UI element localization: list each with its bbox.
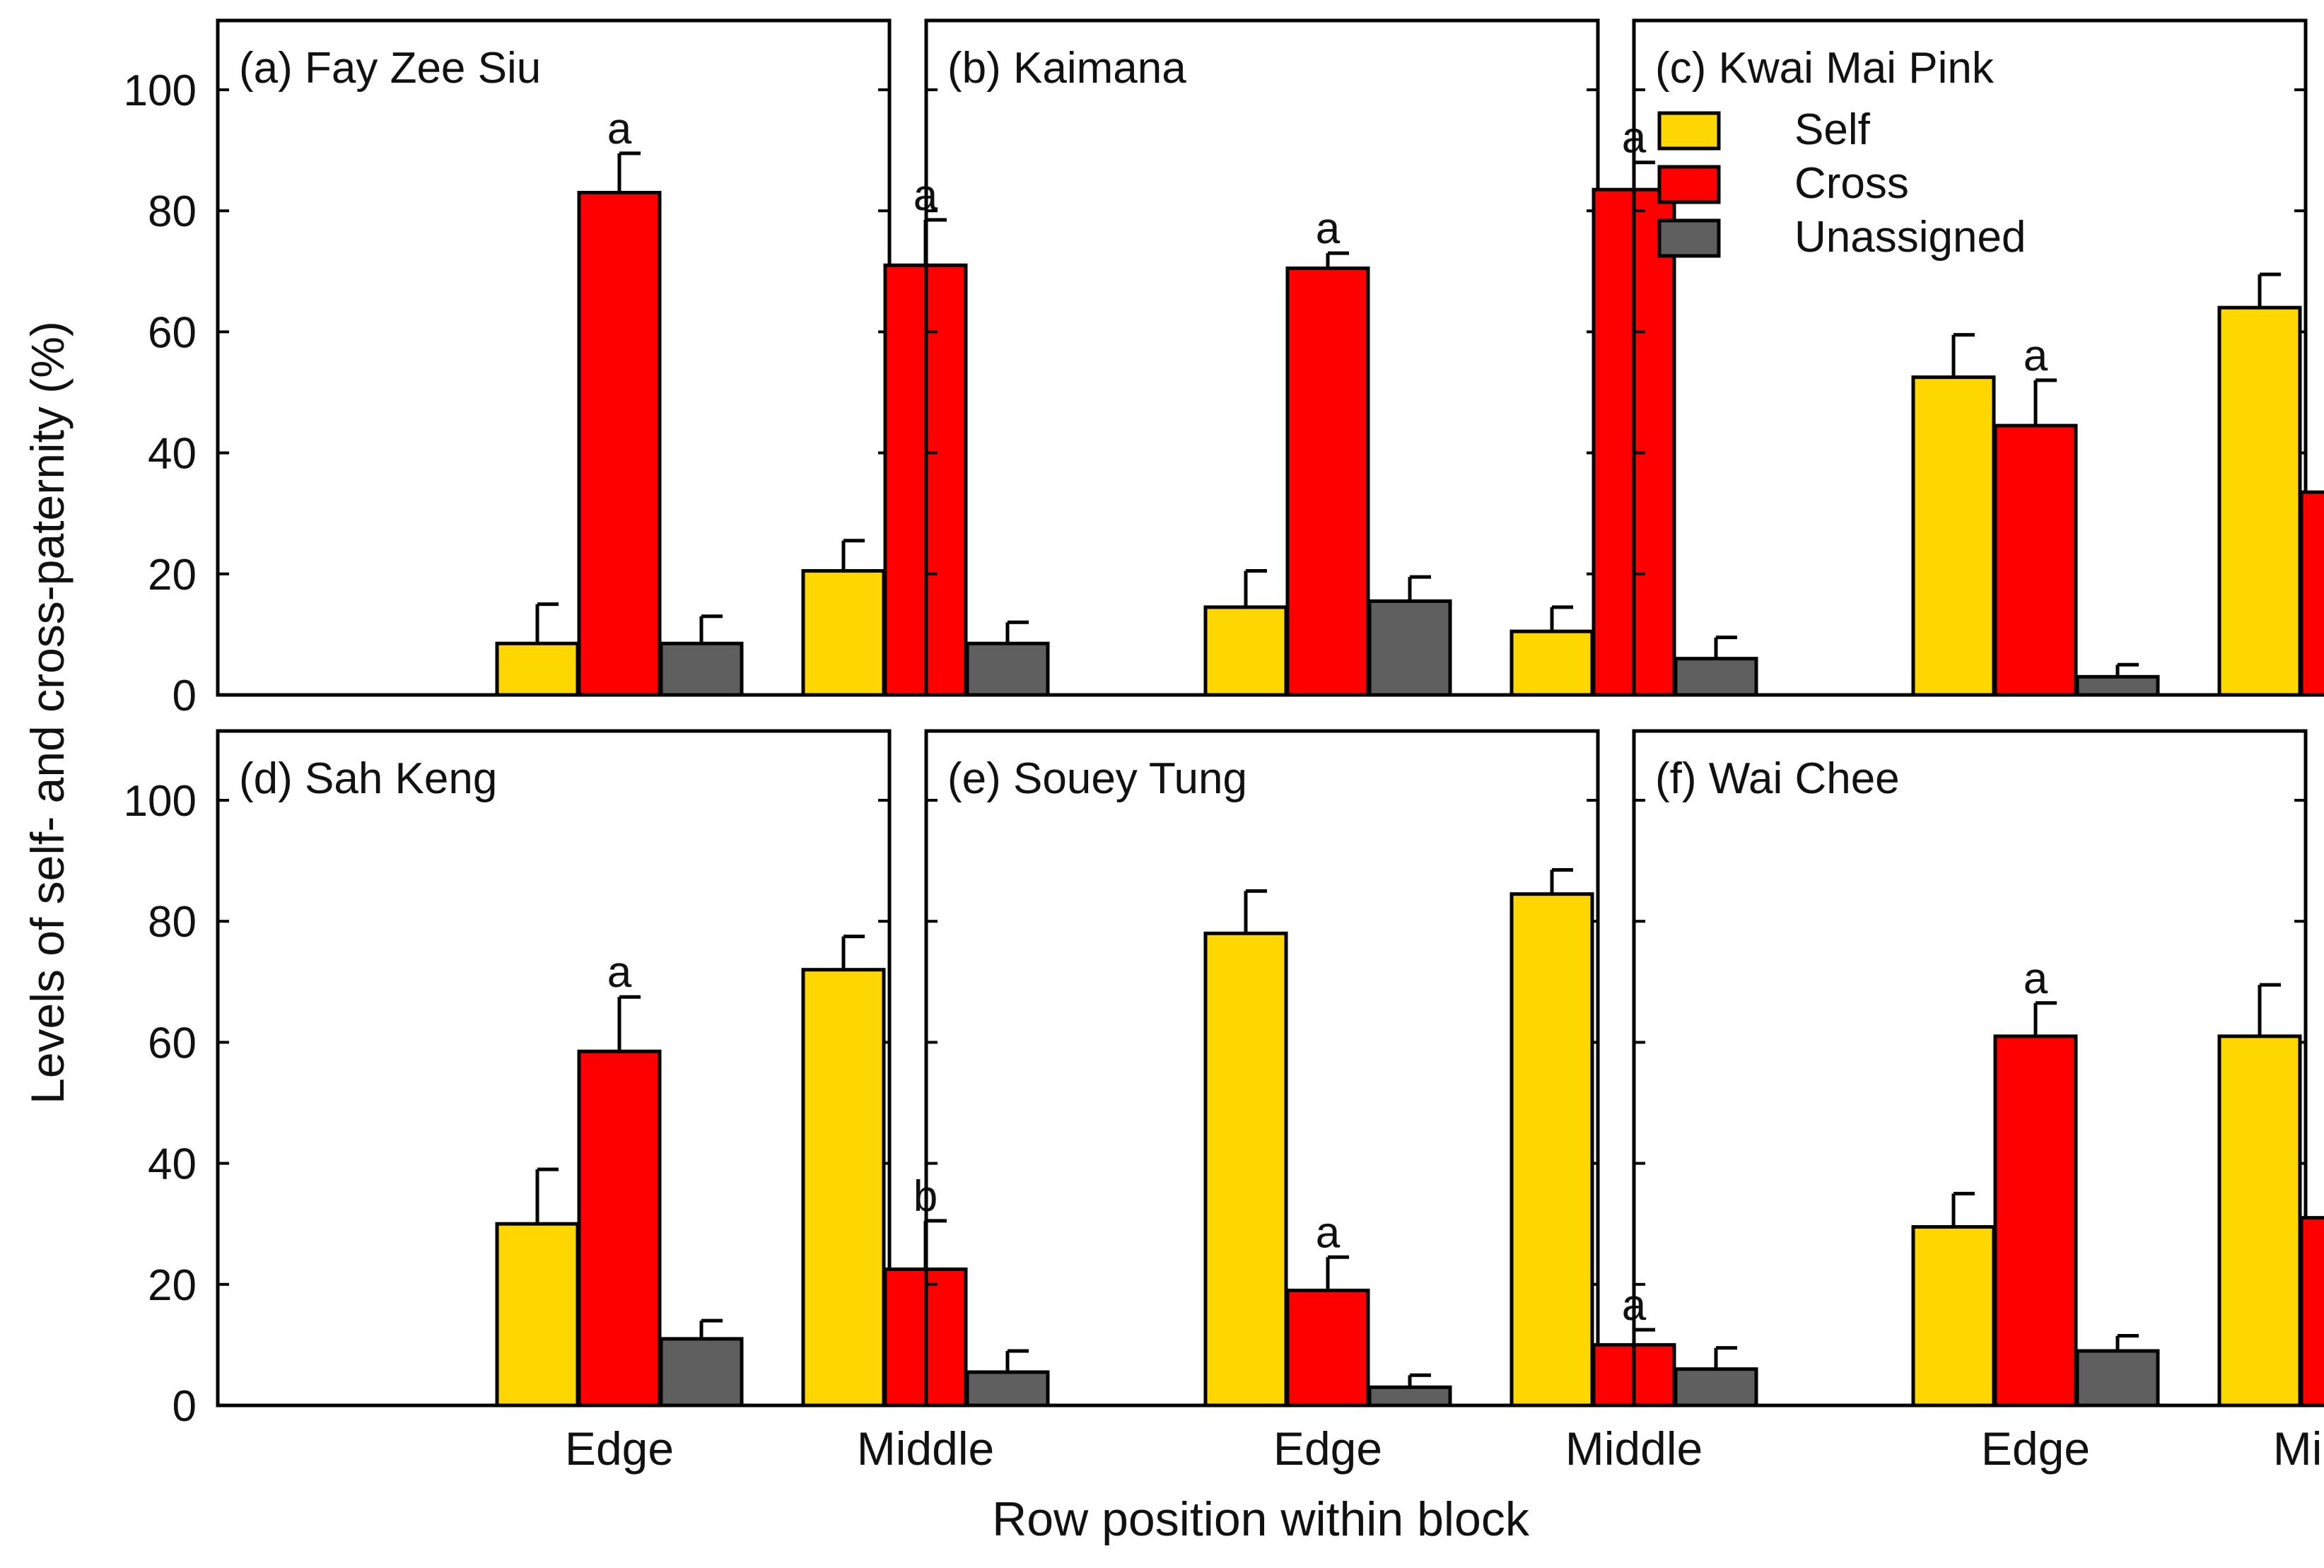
panel-title: (b) Kaimana (947, 44, 1186, 93)
panel-title: (f) Wai Chee (1655, 754, 1900, 803)
x-tick-label: Edge (565, 1422, 674, 1475)
panel-frame (216, 18, 892, 697)
bar-unassigned (1674, 1367, 1758, 1408)
y-tick-label: 20 (148, 551, 197, 599)
y-tick-label: 40 (148, 1140, 197, 1189)
bar-unassigned (659, 1337, 744, 1408)
bar-unassigned (1367, 1385, 1452, 1408)
bar-unassigned (965, 1370, 1050, 1408)
legend-label: Cross (1794, 159, 1909, 208)
bar-cross (1285, 267, 1370, 697)
legend-label: Unassigned (1794, 213, 2026, 262)
y-tick-label: 60 (148, 1019, 197, 1067)
x-tick-label: Middle (2273, 1422, 2324, 1475)
bar-self (495, 641, 580, 697)
bar-self (1510, 629, 1594, 697)
y-tick-label: 100 (124, 66, 197, 115)
bar-self (2217, 305, 2302, 697)
y-tick-label: 60 (148, 308, 197, 357)
bar-cross (1993, 423, 2078, 697)
bar-self (495, 1222, 580, 1408)
significance-letter: a (1316, 204, 1341, 253)
bar-cross (2299, 490, 2324, 697)
legend-swatch-unassigned (1657, 218, 1721, 258)
bar-self (1510, 892, 1594, 1408)
bar-cross (1285, 1288, 1370, 1408)
y-tick-label: 80 (148, 187, 197, 236)
bar-self (801, 968, 886, 1408)
y-axis-label: Levels of self- and cross-paternity (%) (21, 321, 74, 1104)
panel-frame (924, 18, 1600, 697)
x-axis-label: Row position within block (992, 1492, 1530, 1546)
bar-cross (1993, 1034, 2078, 1408)
legend-swatch-cross (1657, 165, 1721, 204)
y-tick-label: 20 (148, 1261, 197, 1310)
y-tick-label: 80 (148, 898, 197, 947)
bar-cross (577, 1049, 662, 1408)
panel-title: (e) Souey Tung (947, 754, 1247, 803)
bar-unassigned (1674, 657, 1758, 697)
significance-letter: a (2024, 954, 2048, 1003)
y-tick-label: 0 (173, 672, 197, 720)
bar-self (1203, 605, 1288, 697)
x-tick-label: Edge (1981, 1422, 2090, 1475)
bar-self (1911, 1224, 1996, 1408)
legend-label: Self (1794, 105, 1871, 154)
bar-self (1203, 931, 1288, 1408)
x-tick-label: Middle (857, 1422, 994, 1475)
bar-cross (2299, 1216, 2324, 1408)
y-tick-label: 0 (173, 1382, 197, 1431)
bar-unassigned (1367, 599, 1452, 697)
bar-cross (577, 191, 662, 697)
panel-title: (c) Kwai Mai Pink (1655, 44, 1995, 93)
y-tick-label: 40 (148, 430, 197, 479)
legend-swatch-self (1657, 111, 1721, 151)
significance-letter: a (607, 105, 632, 153)
significance-letter: a (607, 948, 632, 997)
bar-unassigned (2075, 674, 2160, 697)
bar-self (1911, 375, 1996, 697)
bar-self (2217, 1034, 2302, 1408)
x-tick-label: Edge (1273, 1422, 1382, 1475)
bar-unassigned (659, 641, 744, 697)
panel-title: (a) Fay Zee Siu (239, 44, 541, 93)
bar-self (801, 569, 886, 697)
x-tick-label: Middle (1565, 1422, 1703, 1475)
panel-title: (d) Sah Keng (239, 754, 497, 803)
bar-unassigned (965, 641, 1050, 697)
significance-letter: a (1316, 1208, 1341, 1257)
significance-letter: a (2024, 332, 2048, 380)
y-tick-label: 100 (124, 777, 197, 826)
bar-unassigned (2075, 1349, 2160, 1408)
